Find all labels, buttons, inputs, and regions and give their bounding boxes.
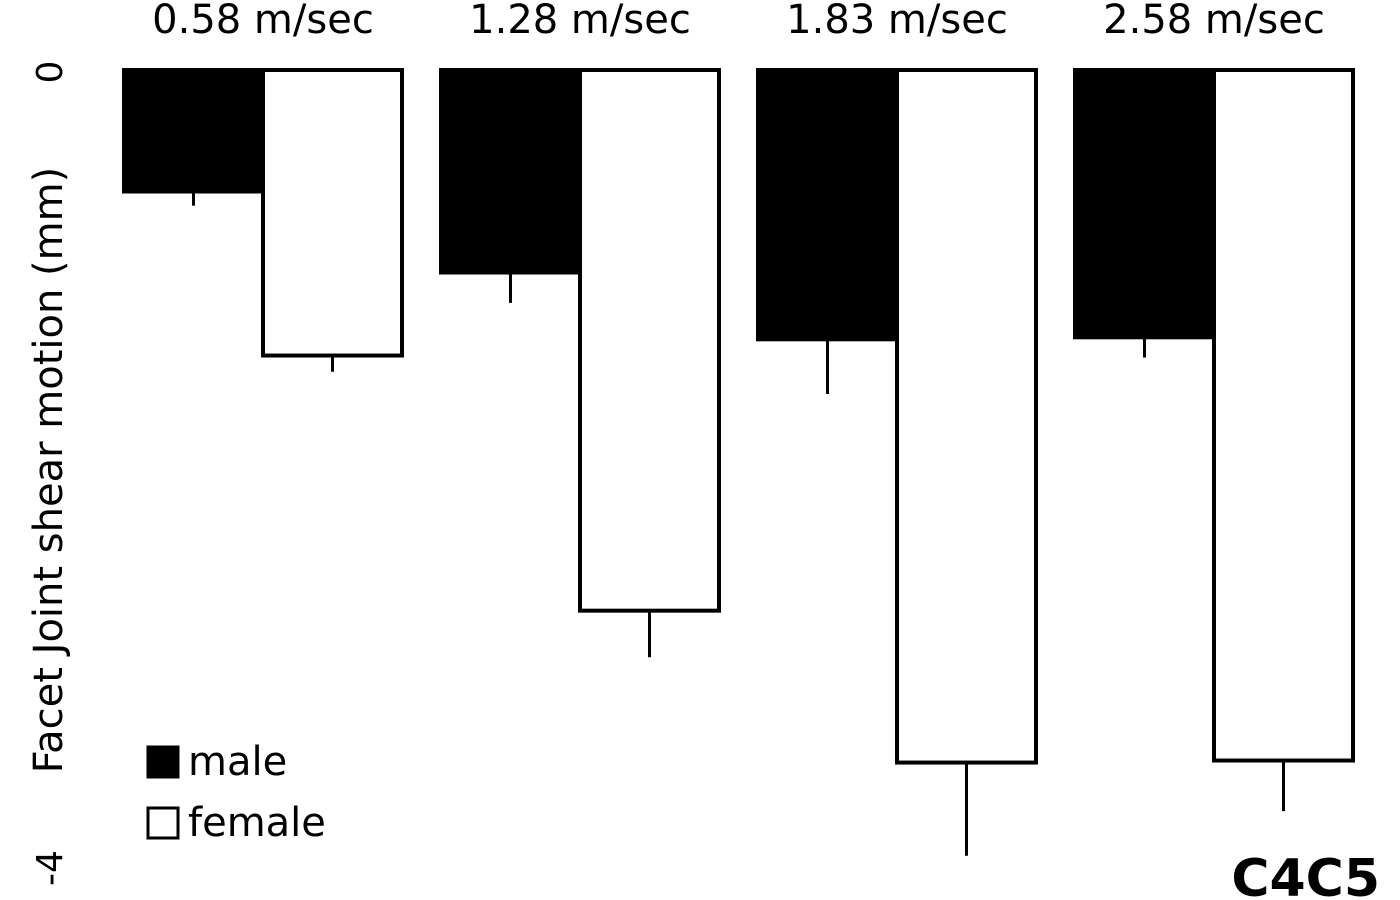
legend-label-female: female [188, 800, 326, 846]
legend-swatch-male [146, 745, 180, 779]
bar-male-0-58-m-sec [122, 68, 265, 194]
y-axis-label: Facet Joint shear motion (mm) [26, 167, 72, 773]
bar-female-0-58-m-sec [261, 68, 404, 358]
bar-female-2-58-m-sec [1212, 68, 1355, 763]
panel-label: C4C5 [1231, 849, 1380, 900]
bars [122, 68, 1355, 765]
y-tick-label-min: -4 [30, 850, 71, 886]
category-label-1-83-m-sec: 1.83 m/sec [786, 0, 1008, 43]
y-tick-label-0: 0 [30, 61, 71, 84]
legend-label-male: male [188, 739, 287, 785]
category-label-1-28-m-sec: 1.28 m/sec [469, 0, 691, 43]
error-bars [192, 191, 1285, 856]
bar-male-2-58-m-sec [1073, 68, 1216, 340]
category-label-0-58-m-sec: 0.58 m/sec [152, 0, 374, 43]
legend-swatch-female [146, 806, 180, 840]
bar-female-1-83-m-sec [895, 68, 1038, 765]
legend: male female [146, 739, 326, 846]
group-labels: 0.58 m/sec 1.28 m/sec 1.83 m/sec 2.58 m/sec [152, 0, 1325, 43]
bar-male-1-83-m-sec [756, 68, 899, 342]
category-label-2-58-m-sec: 2.58 m/sec [1103, 0, 1325, 43]
bar-male-1-28-m-sec [439, 68, 582, 275]
bar-female-1-28-m-sec [578, 68, 721, 613]
